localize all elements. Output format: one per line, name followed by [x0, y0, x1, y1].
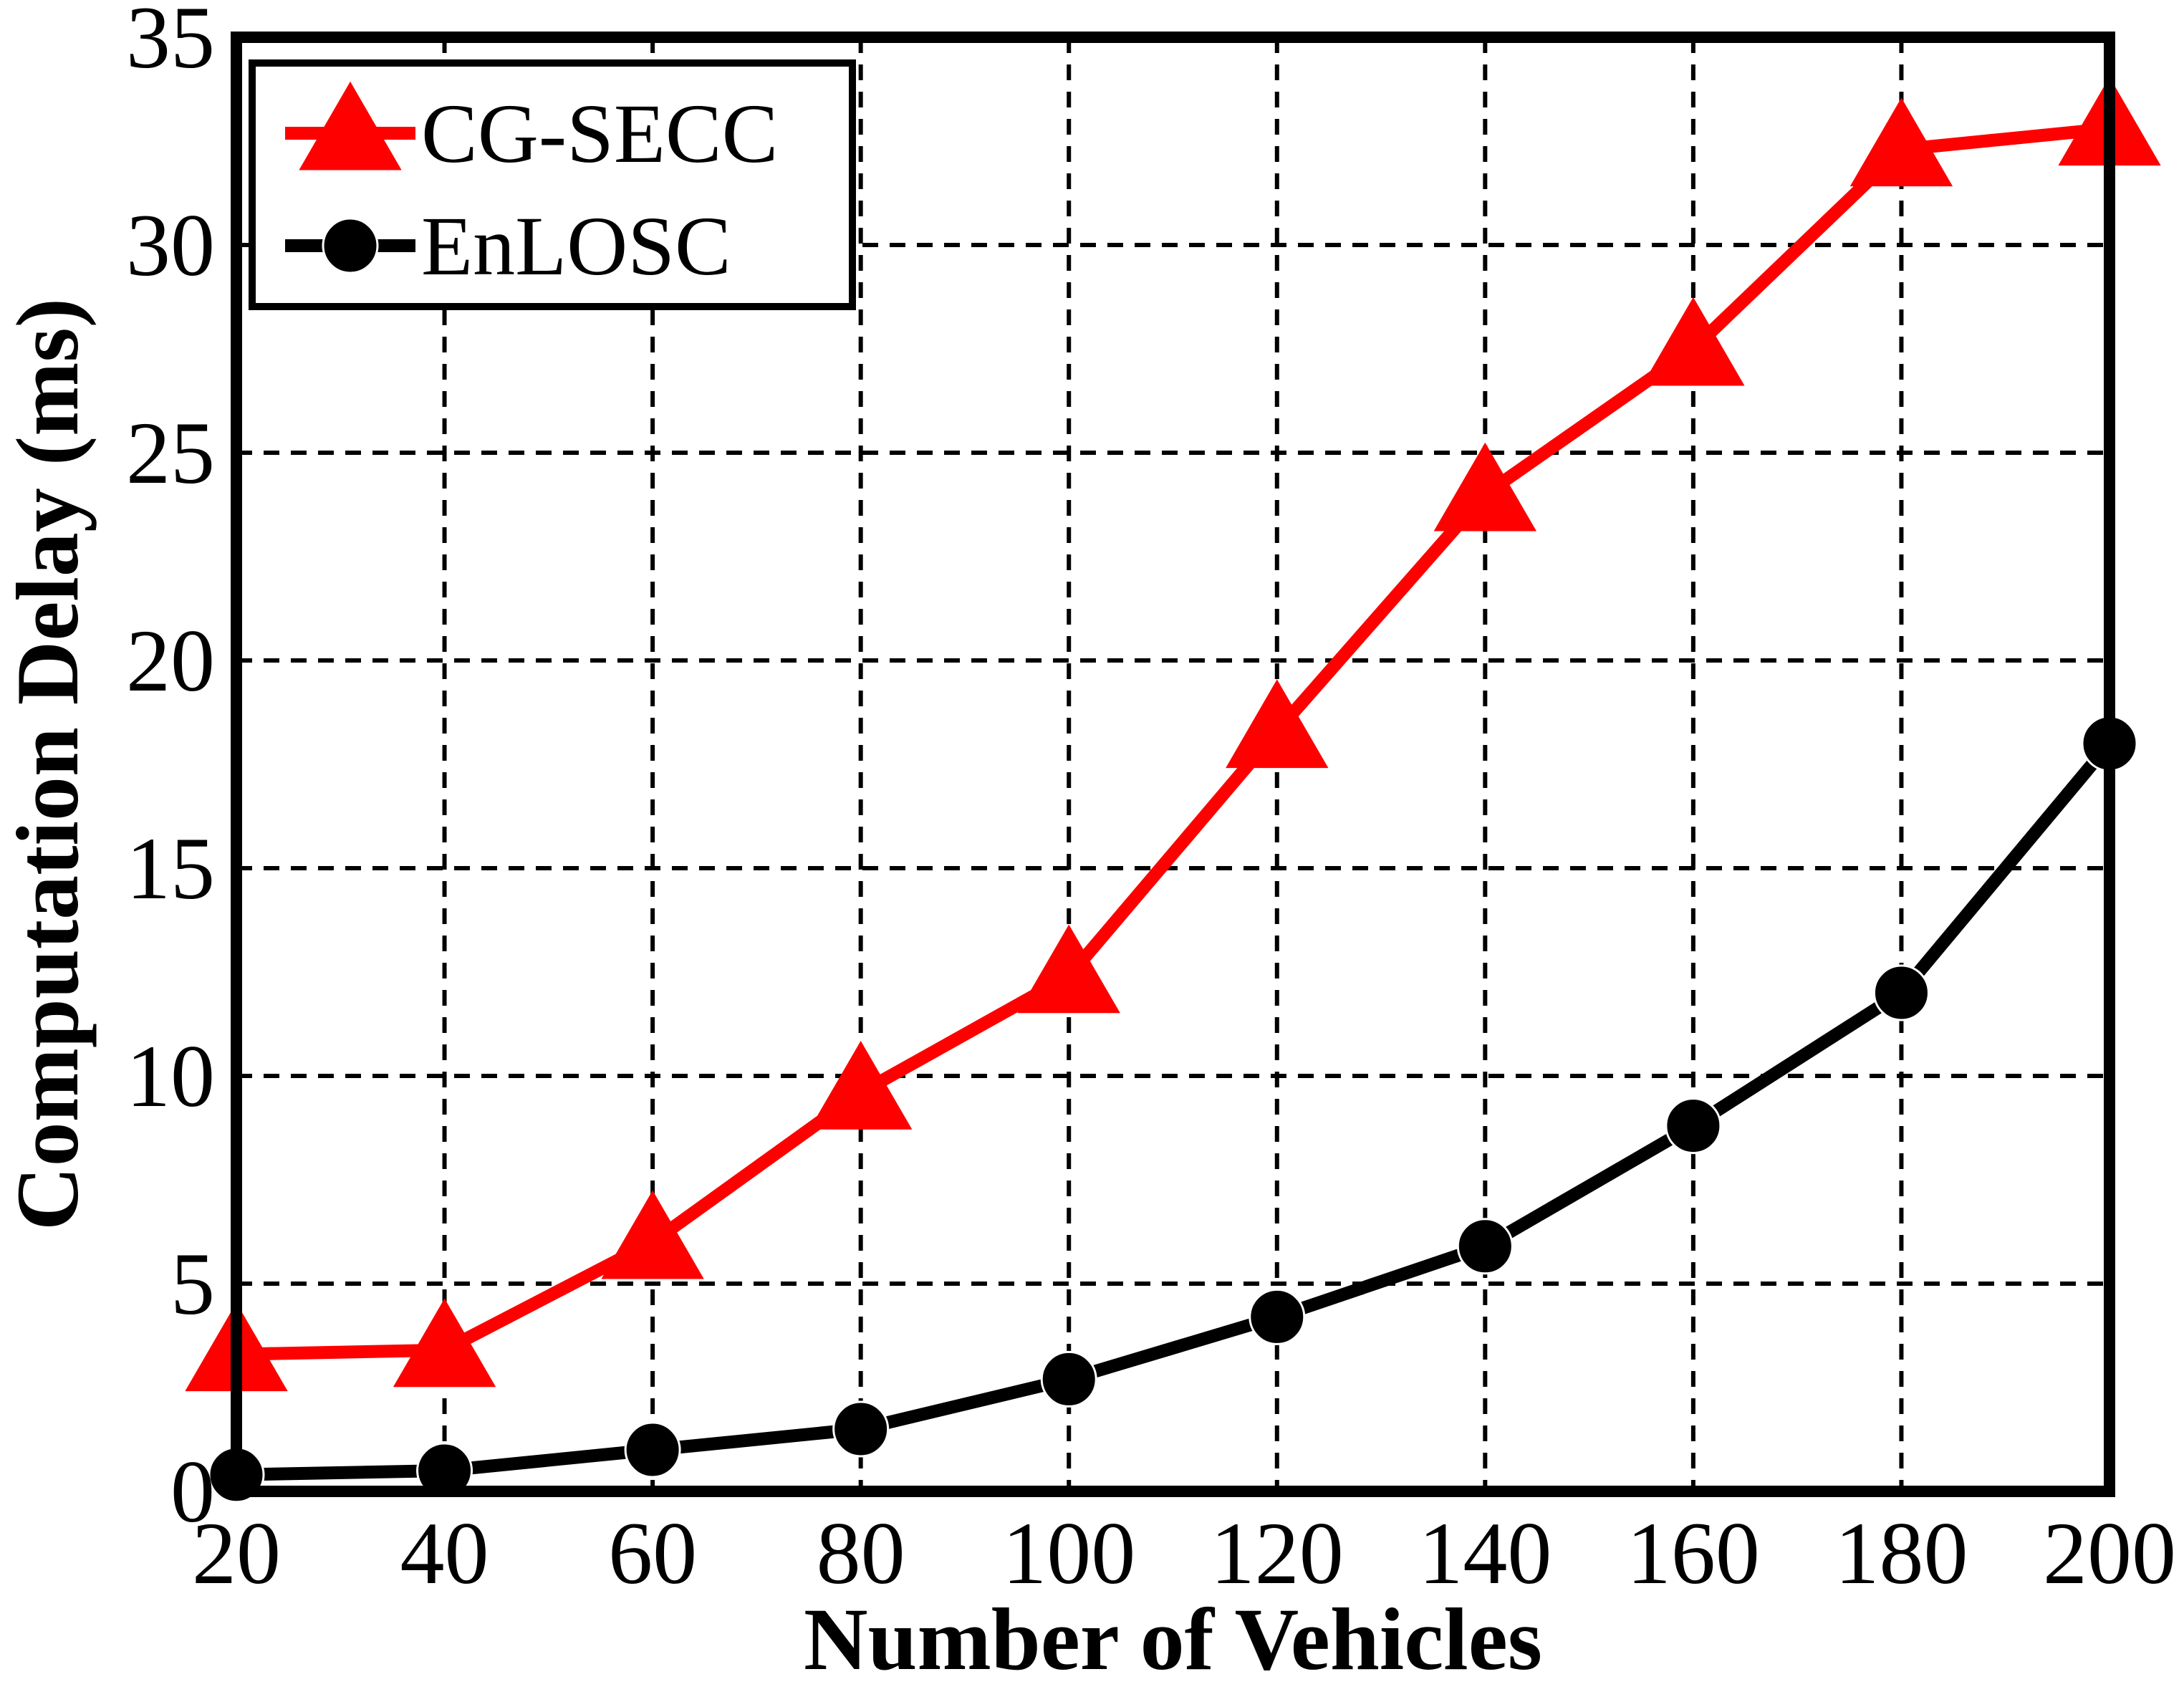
tick-labels: 20 40 60 80 100 120 140 160 180 200 0 5 10 15 20 25 30 35	[126, 0, 2176, 1602]
x-tick-label: 140	[1418, 1504, 1552, 1602]
series-line-cg-secc	[230, 122, 2116, 1361]
data-point-cg-secc	[393, 1298, 496, 1388]
legend-marker-cg-secc	[299, 81, 402, 170]
y-tick-label: 5	[170, 1235, 215, 1333]
data-point-enlosc	[832, 1400, 890, 1458]
data-point-cg-secc	[1849, 97, 1953, 187]
series-enlosc	[208, 715, 2138, 1504]
data-point-cg-secc	[1017, 924, 1120, 1014]
y-tick-label: 15	[126, 819, 215, 918]
data-point-enlosc	[416, 1442, 473, 1499]
y-tick-label: 30	[126, 196, 215, 294]
data-point-enlosc	[624, 1421, 681, 1478]
x-tick-label: 80	[817, 1504, 905, 1602]
x-tick-label: 20	[192, 1504, 281, 1602]
y-tick-label: 35	[126, 0, 215, 87]
x-tick-label: 180	[1834, 1504, 1968, 1602]
data-point-cg-secc	[1642, 297, 1745, 386]
legend-sample-enlosc	[285, 217, 415, 274]
x-tick-label: 160	[1627, 1504, 1760, 1602]
x-tick-label: 120	[1211, 1504, 1344, 1602]
x-tick-label: 40	[400, 1504, 489, 1602]
legend-sample-cg-secc	[285, 81, 415, 170]
y-tick-label: 20	[126, 612, 215, 710]
series-layer	[185, 77, 2161, 1504]
plot-frame	[231, 32, 2115, 1497]
y-tick-label: 10	[126, 1027, 215, 1125]
data-point-cg-secc	[601, 1190, 704, 1279]
data-point-enlosc	[1872, 964, 1930, 1021]
series-line-enlosc	[230, 737, 2116, 1481]
data-point-enlosc	[1249, 1288, 1306, 1345]
data-point-cg-secc	[1433, 442, 1537, 532]
y-axis-title: Computation Delay (ms)	[0, 298, 97, 1231]
x-axis-title: Number of Vehicles	[804, 1590, 1542, 1688]
data-point-enlosc	[1040, 1350, 1097, 1408]
data-point-cg-secc	[1226, 679, 1329, 769]
y-tick-label: 25	[126, 404, 215, 502]
legend-label-cg-secc: CG-SECC	[421, 87, 778, 181]
grid	[236, 37, 2110, 1491]
legend-marker-enlosc	[322, 217, 379, 274]
x-tick-label: 60	[608, 1504, 697, 1602]
x-tick-label: 100	[1002, 1504, 1135, 1602]
legend-label-enlosc: EnLOSC	[421, 199, 731, 293]
data-point-enlosc	[1456, 1218, 1514, 1275]
y-tick-label: 0	[170, 1443, 215, 1541]
legend: CG-SECC EnLOSC	[249, 59, 856, 310]
data-point-cg-secc	[809, 1041, 913, 1130]
data-point-enlosc	[1665, 1097, 1722, 1155]
x-tick-label: 200	[2043, 1504, 2176, 1602]
